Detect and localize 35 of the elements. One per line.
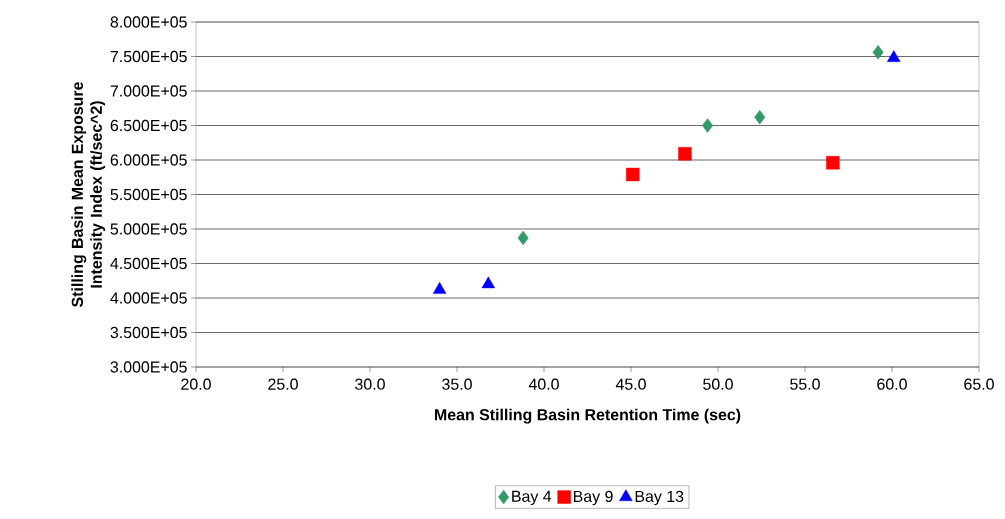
y-tick-label: 6.500E+05 <box>110 119 187 132</box>
legend-label: Bay 13 <box>635 490 684 506</box>
x-tick-label: 45.0 <box>615 378 646 390</box>
point <box>678 147 692 161</box>
x-axis-title: Mean Stilling Basin Retention Time (sec) <box>435 408 741 424</box>
point <box>702 118 714 133</box>
y-tick-label: 7.000E+05 <box>110 85 187 97</box>
x-tick-label: 40.0 <box>528 378 559 390</box>
point <box>517 230 529 246</box>
x-tick-label: 30.0 <box>355 378 385 390</box>
point <box>872 45 884 60</box>
x-tick-label: 20.0 <box>181 378 211 390</box>
point <box>626 167 640 182</box>
y-tick-label: 8.000E+05 <box>110 16 187 28</box>
point <box>481 276 496 289</box>
y-tick-label: 3.500E+05 <box>110 326 187 339</box>
y-tick-label: 7.500E+05 <box>110 50 187 63</box>
legend-label: Bay 4 <box>512 490 552 506</box>
y-axis-title: Stilling Basin Mean Exposure Intensity Index (ft/sec^2) <box>71 82 106 307</box>
x-tick-label: 65.0 <box>964 378 994 390</box>
point <box>754 110 766 125</box>
y-tick-label: 5.500E+05 <box>110 188 187 201</box>
y-tick-label: 6.000E+05 <box>110 154 187 166</box>
x-tick-label: 55.0 <box>790 378 820 390</box>
point <box>826 156 840 170</box>
point <box>432 282 447 294</box>
y-tick-label: 3.000E+05 <box>110 361 187 373</box>
legend-label: Bay 9 <box>573 490 613 506</box>
x-tick-label: 25.0 <box>268 378 298 390</box>
x-tick-label: 60.0 <box>877 378 907 390</box>
y-tick-label: 5.000E+05 <box>110 223 187 235</box>
y-tick-label: 4.000E+05 <box>110 292 187 304</box>
x-tick-label: 35.0 <box>442 378 472 390</box>
x-tick-label: 50.0 <box>703 378 733 390</box>
y-tick-label: 4.500E+05 <box>110 257 187 270</box>
